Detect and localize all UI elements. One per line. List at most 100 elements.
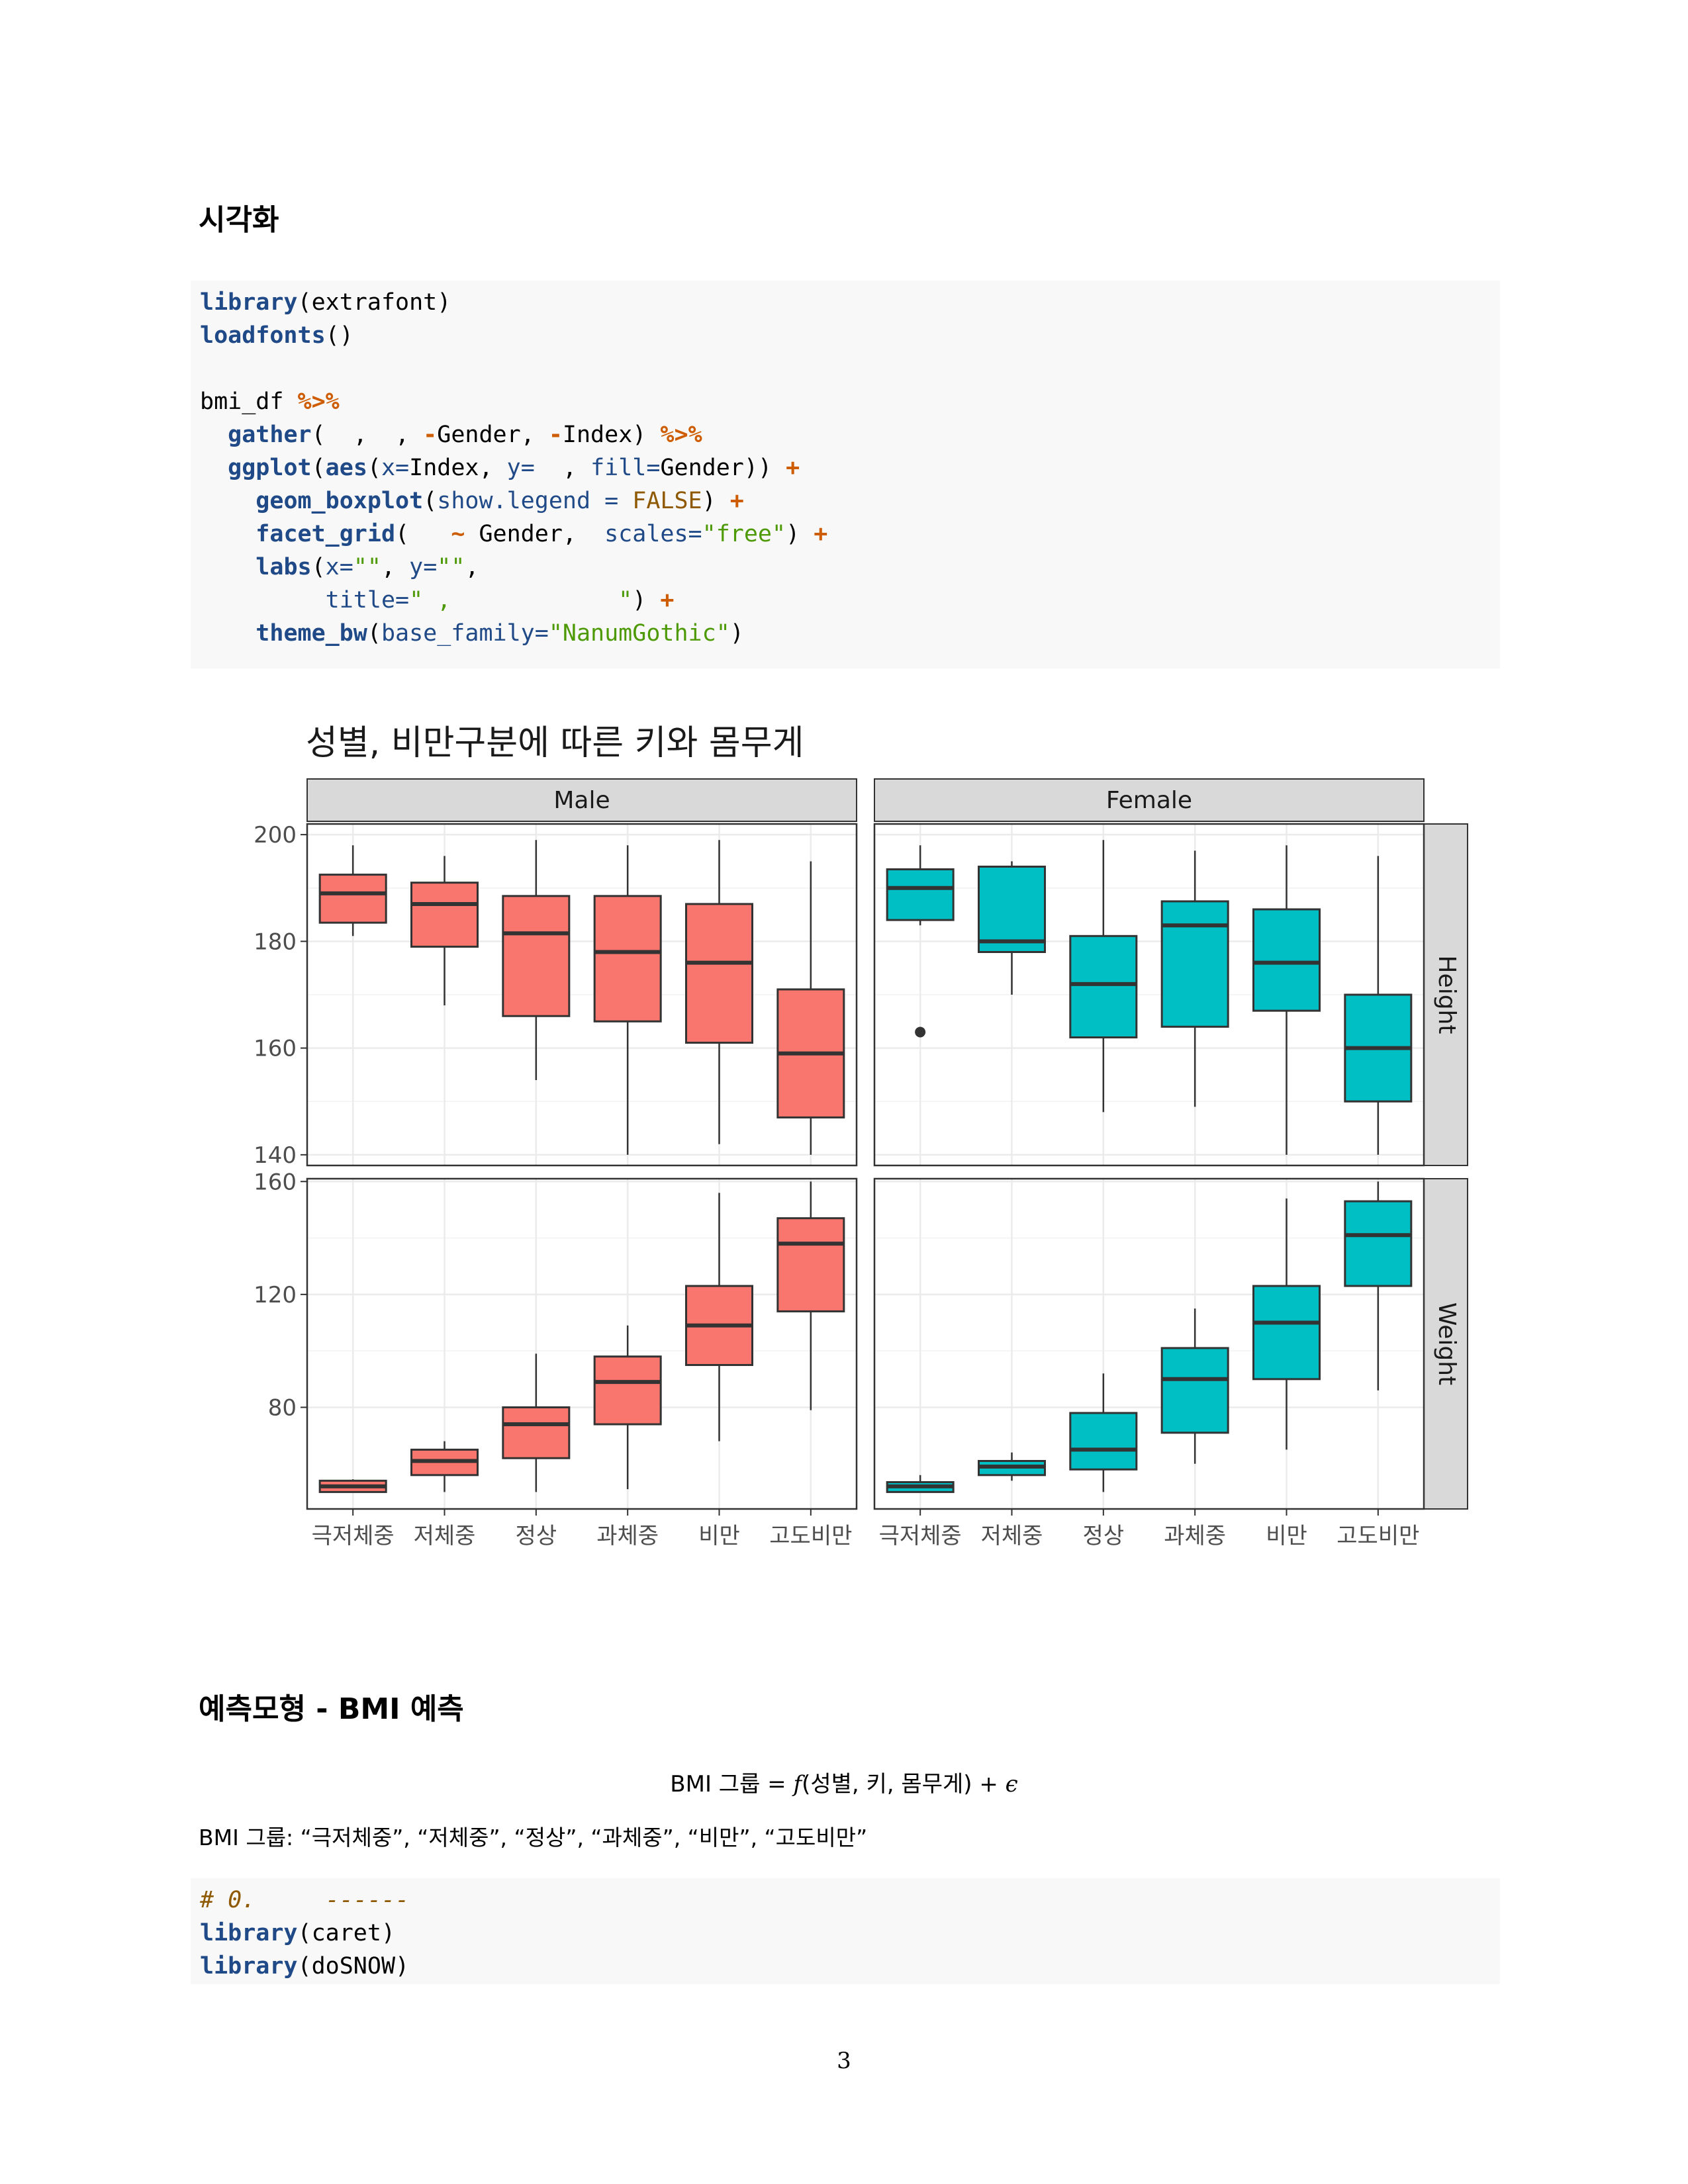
panel-female-height: [873, 823, 1425, 1167]
section-heading-visualization: 시각화: [199, 203, 279, 237]
formula-arguments: (성별, 키, 몸무게): [802, 1771, 972, 1797]
x-tick-label: 정상: [516, 1523, 557, 1549]
code-token: gather: [228, 422, 312, 448]
facet-strip-height: [1423, 823, 1468, 1166]
code-token: [200, 521, 256, 547]
box: [1160, 900, 1229, 1028]
code-token: ,: [465, 554, 479, 580]
code-token: title=: [325, 587, 410, 614]
chart-title: 성별, 비만구분에 따른 키와 몸무게: [306, 723, 804, 763]
code-token: base_family=: [381, 620, 549, 647]
code-token: Index,: [409, 455, 507, 481]
facet-strip-label: Height: [1433, 955, 1460, 1034]
x-tick-label: 고도비만: [1336, 1523, 1419, 1549]
box: [1069, 1412, 1138, 1471]
box: [318, 874, 387, 924]
y-tick-label: 200: [254, 822, 297, 848]
code-line: loadfonts(): [200, 319, 1500, 352]
code-token: [200, 422, 228, 448]
facet-strip-label: Male: [553, 787, 610, 814]
box: [1344, 1200, 1413, 1287]
code-token: theme_bw: [256, 620, 367, 647]
code-line: [200, 352, 1500, 385]
code-token: library: [200, 1953, 298, 1979]
formula-epsilon: ϵ: [1005, 1771, 1018, 1797]
code-token: ggplot: [228, 455, 312, 481]
bmi-group-list: BMI 그룹: “극저체중”, “저체중”, “정상”, “과체중”, “비만”…: [199, 1825, 868, 1850]
code-token: ): [632, 587, 661, 614]
code-token: [200, 620, 256, 647]
code-token: labs: [256, 554, 312, 580]
panel-male-height: [306, 823, 858, 1167]
code-line: library(doSNOW): [200, 1950, 1500, 1983]
code-token: (: [367, 455, 381, 481]
code-token: ~: [451, 521, 465, 547]
panel-border: [873, 823, 1425, 1167]
code-token: ): [729, 620, 744, 647]
panel-female-weight: [873, 1177, 1425, 1510]
formula-plus: +: [979, 1771, 998, 1797]
formula-lhs: BMI 그룹: [670, 1771, 761, 1797]
panel-border: [873, 1177, 1425, 1510]
code-token: Gender,: [437, 422, 549, 448]
code-token: "": [353, 554, 381, 580]
code-token: [200, 455, 228, 481]
panel-background: [874, 1179, 1424, 1509]
x-tick-label: 정상: [1083, 1523, 1125, 1549]
x-tick-label: 고도비만: [769, 1523, 852, 1549]
panel-border: [306, 1177, 858, 1510]
box: [593, 895, 662, 1023]
panel-male-weight: [306, 1177, 858, 1510]
code-line: library(caret): [200, 1917, 1500, 1950]
code-token: (: [423, 488, 438, 514]
code-token: y=: [409, 554, 438, 580]
code-token: "free": [702, 521, 786, 547]
code-line: library(extrafont): [200, 286, 1500, 319]
box: [502, 895, 571, 1017]
code-token: ( , ,: [311, 422, 424, 448]
y-tick-label: 140: [254, 1142, 297, 1169]
code-token: (: [311, 554, 326, 580]
code-token: " , ": [409, 587, 633, 614]
panel-border: [306, 823, 858, 1167]
box: [1252, 1285, 1321, 1381]
code-token: (: [311, 455, 326, 481]
box: [886, 868, 955, 921]
x-tick-label: 저체중: [414, 1523, 476, 1549]
box: [1252, 908, 1321, 1012]
code-token: fill=: [590, 455, 661, 481]
box: [410, 882, 479, 948]
panel-background: [307, 1179, 857, 1509]
bmi-formula: BMI 그룹 = f(성별, 키, 몸무게) + ϵ: [0, 1766, 1688, 1798]
facet-strip-label: Weight: [1433, 1302, 1460, 1385]
code-line: geom_boxplot(show.legend = FALSE) +: [200, 484, 1500, 518]
code-line: labs(x="", y="",: [200, 551, 1500, 584]
box: [1069, 934, 1138, 1038]
box: [1160, 1347, 1229, 1434]
code-token: "": [437, 554, 465, 580]
y-tick-label: 160: [254, 1036, 297, 1062]
code-token: show.legend =: [437, 488, 633, 514]
x-tick-label: 과체중: [596, 1523, 659, 1549]
code-token: x=: [325, 554, 353, 580]
code-token: facet_grid: [256, 521, 396, 547]
page-number: 3: [837, 2048, 851, 2074]
code-token: x=: [381, 455, 410, 481]
code-token: y=: [506, 455, 535, 481]
y-tick-label: 120: [254, 1282, 297, 1308]
code-token: aes: [325, 455, 367, 481]
code-token: [200, 488, 256, 514]
box: [593, 1355, 662, 1426]
code-token: FALSE: [632, 488, 702, 514]
code-token: Gender)): [660, 455, 786, 481]
box: [685, 903, 753, 1044]
code-token: scales=: [604, 521, 702, 547]
code-token: [200, 587, 326, 614]
facet-strip-weight: [1423, 1178, 1468, 1510]
facet-strip-female: [874, 778, 1425, 822]
code-token: -: [423, 422, 438, 448]
code-token: bmi_df: [200, 388, 298, 415]
code-token: ): [702, 488, 730, 514]
code-token: library: [200, 1920, 298, 1946]
